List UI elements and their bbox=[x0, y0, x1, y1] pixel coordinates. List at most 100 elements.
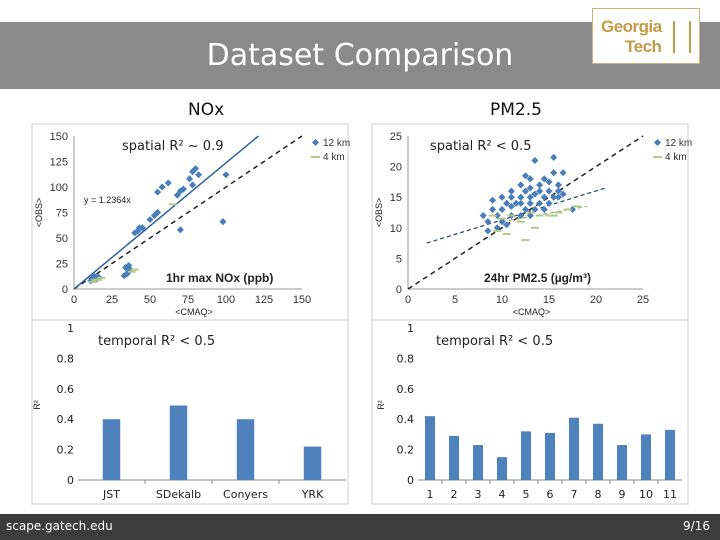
pm_scatter-point-4km bbox=[516, 220, 525, 223]
pm_scatter-point-4km bbox=[498, 217, 506, 220]
pm_scatter-point-12km bbox=[526, 193, 534, 201]
pm_scatter-point-12km bbox=[568, 205, 577, 213]
nox_scatter-point-4km bbox=[97, 276, 106, 279]
pm_scatter-point-12km bbox=[545, 199, 553, 207]
nox_scatter-point-12km bbox=[138, 224, 146, 232]
pm_scatter-y-tick: 15 bbox=[390, 192, 402, 204]
pm_scatter-point-12km bbox=[484, 218, 492, 226]
nox_scatter-annotation: spatial R² ~ 0.9 bbox=[122, 139, 224, 154]
nox_scatter-point-12km bbox=[192, 165, 200, 173]
pm_bar-x-tick: 3 bbox=[475, 488, 482, 501]
pm_scatter-point-12km bbox=[517, 181, 525, 189]
nox_scatter-point-12km bbox=[154, 188, 162, 196]
nox_bar-bar bbox=[169, 405, 188, 480]
pm_scatter-point-12km bbox=[540, 205, 548, 213]
pm_bar-y-tick: 0.8 bbox=[397, 352, 415, 365]
pm_scatter-point-12km bbox=[540, 175, 548, 183]
pm_scatter-point-12km bbox=[526, 184, 534, 192]
pm_scatter-point-12km bbox=[517, 193, 525, 201]
pm_scatter-point-12km bbox=[526, 212, 534, 220]
pm_scatter-point-12km bbox=[521, 172, 530, 180]
column-title-nox: NOx bbox=[188, 100, 225, 120]
nox_scatter-point-12km bbox=[195, 171, 203, 179]
nox_scatter-point-12km bbox=[90, 272, 98, 280]
pm_scatter-point-12km bbox=[479, 212, 487, 220]
nox_scatter-point-4km bbox=[130, 268, 139, 271]
nox_scatter-legend-marker-4km bbox=[311, 156, 320, 158]
nox_bar-y-tick: 1 bbox=[67, 322, 74, 335]
nox_scatter-point-12km bbox=[219, 218, 227, 226]
nox_scatter-legend-label: 12 km bbox=[323, 138, 350, 149]
pm_scatter-point-12km bbox=[489, 205, 497, 213]
pm_scatter-point-12km bbox=[512, 199, 520, 207]
pm_scatter-point-12km bbox=[517, 199, 525, 207]
pm_scatter-point-4km bbox=[493, 229, 502, 232]
slide-title: Dataset Comparison bbox=[206, 38, 514, 73]
pm_scatter-point-12km bbox=[498, 205, 506, 213]
nox_scatter-x-tick: 75 bbox=[182, 294, 194, 306]
pm_bar-x-tick: 8 bbox=[595, 488, 602, 501]
pm_bar-x-tick: 2 bbox=[451, 488, 458, 501]
nox_scatter-y-tick: 75 bbox=[56, 208, 68, 220]
pm_scatter-point-12km bbox=[536, 199, 544, 207]
nox_scatter-x-tick: 125 bbox=[255, 294, 273, 306]
pm_scatter-trendline-12km bbox=[426, 187, 606, 244]
pm_scatter-x-tick: 10 bbox=[496, 294, 508, 306]
pm_bar-bar bbox=[520, 431, 532, 480]
nox_bar-x-tick: Conyers bbox=[223, 488, 268, 501]
pm_bar-annotation: temporal R² < 0.5 bbox=[436, 334, 553, 349]
pm_bar-y-label: R² bbox=[376, 400, 386, 410]
pm_bar-y-tick: 0.6 bbox=[397, 383, 415, 396]
pm_scatter-point-12km bbox=[484, 227, 492, 235]
pm_scatter-x-tick: 20 bbox=[590, 294, 602, 306]
pm_scatter-point-12km bbox=[521, 205, 530, 213]
nox_scatter-y-label: <OBS> bbox=[34, 198, 44, 228]
nox_scatter-y-tick: 125 bbox=[50, 157, 68, 169]
nox_scatter-x-tick: 100 bbox=[217, 294, 235, 306]
nox_scatter-point-12km bbox=[222, 171, 230, 179]
pm_scatter-point-4km bbox=[488, 214, 497, 217]
pm_bar-x-tick: 10 bbox=[639, 488, 653, 501]
pm_scatter-point-12km bbox=[526, 175, 534, 183]
pm_scatter-x-tick: 25 bbox=[637, 294, 649, 306]
pm_scatter-inner-label: 24hr PM2.5 (µg/m³) bbox=[484, 271, 591, 285]
nox_bar-y-label: R² bbox=[32, 400, 42, 410]
pm_scatter-y-label: <OBS> bbox=[374, 198, 384, 228]
pm_scatter-point-12km bbox=[550, 153, 558, 161]
nox_bar-y-tick: 0 bbox=[67, 474, 74, 487]
nox_scatter-x-tick: 150 bbox=[293, 294, 311, 306]
georgia-tech-logo: Georgia Tech bbox=[592, 8, 700, 64]
pm_scatter-point-12km bbox=[550, 193, 558, 201]
pm_bar-x-tick: 9 bbox=[619, 488, 626, 501]
nox_scatter-point-12km bbox=[125, 262, 133, 270]
nox_scatter-trendline bbox=[73, 135, 259, 290]
nox_scatter-y-tick: 50 bbox=[56, 233, 68, 245]
nox_bar-bar bbox=[102, 419, 121, 480]
pm_bar-y-tick: 0.2 bbox=[397, 444, 415, 457]
nox_scatter-point-12km bbox=[176, 226, 184, 234]
pm_scatter-point-12km bbox=[559, 190, 567, 198]
pm_scatter-point-12km bbox=[545, 178, 553, 186]
nox_scatter-point-4km bbox=[168, 203, 177, 206]
nox_bar-y-tick: 0.4 bbox=[57, 413, 75, 426]
pm_scatter-point-12km bbox=[554, 181, 562, 189]
logo-line-2: Tech bbox=[625, 37, 662, 56]
pm_bar-y-tick: 1 bbox=[407, 322, 414, 335]
pm_bar-x-tick: 6 bbox=[547, 488, 554, 501]
nox_scatter-inner-label: 1hr max NOx (ppb) bbox=[166, 271, 273, 285]
pm_scatter-point-4km bbox=[549, 214, 558, 217]
pm_scatter-point-12km bbox=[493, 224, 501, 232]
nox_scatter-point-12km bbox=[173, 191, 181, 199]
pm_scatter-point-4km bbox=[530, 226, 539, 229]
pm_scatter-annotation: spatial R² < 0.5 bbox=[430, 139, 532, 154]
nox_scatter-point-4km bbox=[94, 278, 103, 281]
pm_scatter-point-12km bbox=[526, 199, 534, 207]
pm_bar-bar bbox=[424, 416, 436, 480]
nox_scatter-y-tick: 0 bbox=[62, 284, 68, 296]
pm_scatter-point-12km bbox=[536, 187, 544, 195]
pm_bar-bar bbox=[664, 429, 676, 480]
pm_scatter-point-12km bbox=[531, 205, 539, 213]
pm_scatter-y-tick: 0 bbox=[396, 284, 402, 296]
nox_scatter-y-tick: 100 bbox=[50, 182, 68, 194]
